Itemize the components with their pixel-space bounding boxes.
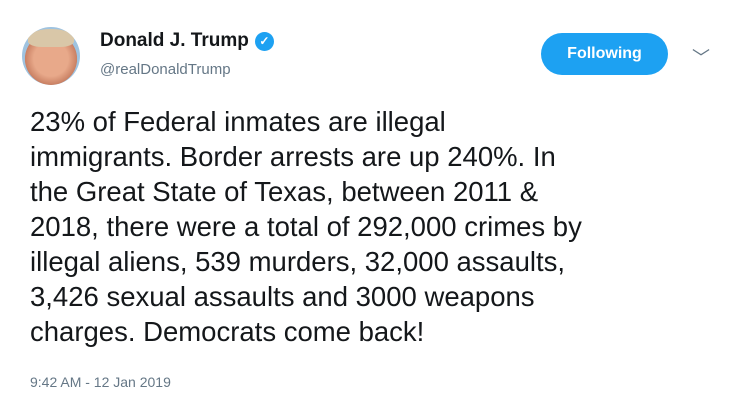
tweet-line: 2018, there were a total of 292,000 crim… [30, 211, 582, 242]
user-name[interactable]: Donald J. Trump [100, 30, 249, 51]
tweet-line: the Great State of Texas, between 2011 & [30, 176, 539, 207]
tweet-line: charges. Democrats come back! [30, 316, 425, 347]
following-button[interactable]: Following [541, 33, 668, 75]
tweet-line: 23% of Federal inmates are illegal [30, 106, 446, 137]
tweet-text: 23% of Federal inmates are illegal immig… [30, 104, 582, 349]
user-name-row[interactable]: Donald J. Trump ✓ [100, 30, 274, 52]
verified-badge-icon: ✓ [254, 31, 274, 51]
avatar[interactable] [22, 27, 80, 85]
tweet-timestamp[interactable]: 9:42 AM - 12 Jan 2019 [30, 374, 171, 390]
user-handle[interactable]: @realDonaldTrump [100, 61, 231, 78]
tweet-line: immigrants. Border arrests are up 240%. … [30, 141, 556, 172]
avatar-hair [28, 29, 74, 47]
tweet-line: 3,426 sexual assaults and 3000 weapons [30, 281, 535, 312]
chevron-down-icon[interactable]: ﹀ [692, 48, 710, 68]
tweet-line: illegal aliens, 539 murders, 32,000 assa… [30, 246, 566, 277]
